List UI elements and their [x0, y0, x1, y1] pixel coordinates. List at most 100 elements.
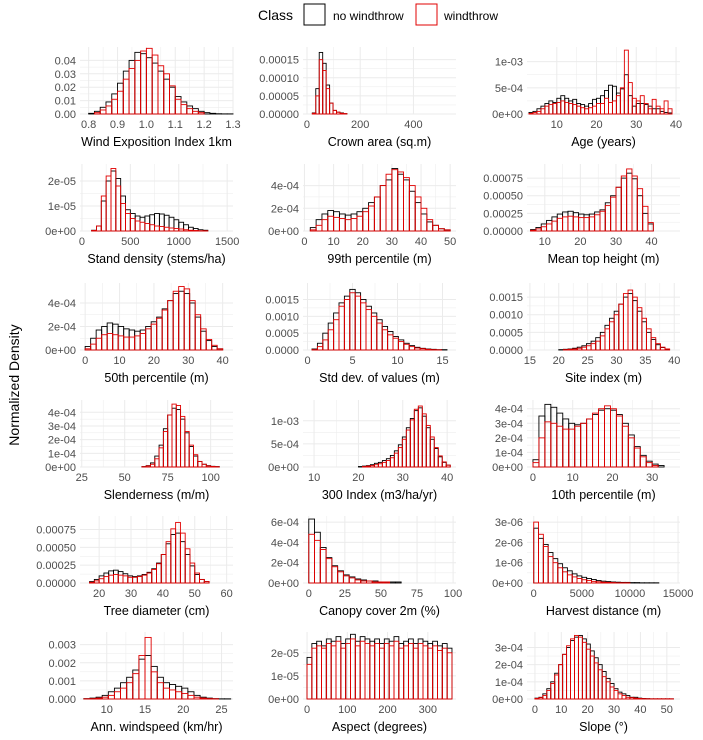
histogram-bar: [150, 463, 156, 468]
histogram-bar: [203, 581, 210, 584]
histogram-bar: [427, 643, 434, 700]
x-tick-label: 40: [668, 355, 680, 367]
histogram-bar: [359, 640, 366, 700]
histogram-bar: [163, 214, 170, 232]
histogram-bar: [588, 107, 594, 115]
histogram-bar: [421, 415, 427, 468]
x-tick-label: 15: [524, 355, 536, 367]
histogram-bar: [562, 653, 568, 700]
histogram-bar: [530, 229, 537, 232]
panel-tree-diameter-cm: 0.00000 0.00025 0.00050 0.00075 20 30 40 50 60 Tr…: [36, 516, 233, 618]
histogram-bar: [128, 336, 136, 351]
histogram-bar: [645, 460, 653, 468]
histogram-bar: [144, 655, 152, 700]
histogram-bar: [426, 221, 434, 232]
histogram-bar: [165, 543, 172, 584]
histogram-bar: [432, 645, 438, 700]
histogram-bar: [193, 454, 199, 468]
histogram-bar: [383, 638, 390, 700]
histogram-bar: [129, 218, 136, 232]
histogram-bar: [631, 175, 638, 232]
histogram-bar: [134, 51, 142, 115]
histogram-bar: [599, 335, 606, 351]
series-windthrow: [532, 405, 659, 468]
histogram-bar: [598, 409, 605, 468]
histogram-bar: [414, 347, 421, 351]
histogram-bar: [580, 107, 586, 115]
histogram-bar: [145, 465, 151, 468]
histogram-bar: [354, 645, 361, 700]
histogram-bar: [413, 408, 419, 468]
x-tick-label: 20: [553, 355, 565, 367]
histogram-bar: [590, 340, 597, 351]
histogram-bar: [333, 319, 340, 351]
histogram-bar: [309, 227, 317, 232]
histogram-bar: [600, 581, 607, 584]
histogram-bar: [567, 215, 574, 232]
histogram-bar: [211, 344, 218, 351]
series-windthrow: [361, 405, 451, 468]
histogram-bar: [197, 461, 203, 468]
x-tick-label: 20: [93, 588, 105, 600]
x-tick-label: 0: [304, 119, 310, 131]
panel-std-dev-of-values-m: 0.0000 0.0005 0.0010 0.0015 0 5 10 15 Std dev. o…: [265, 283, 456, 385]
series-windthrow: [311, 59, 348, 115]
y-tick-label: 4e-04: [48, 298, 76, 310]
histogram-bar: [397, 444, 403, 468]
histogram-bar: [412, 647, 419, 700]
histogram-bar: [422, 645, 429, 700]
histogram-bar: [319, 547, 327, 584]
histogram-bar: [93, 112, 101, 115]
histogram-bar: [388, 640, 395, 700]
histogram-bar: [425, 424, 431, 468]
histogram-bar: [132, 669, 140, 700]
histogram-bar: [438, 228, 445, 232]
histogram-bar: [338, 305, 345, 351]
histogram-bar: [150, 671, 158, 700]
histogram-bar: [651, 98, 657, 115]
histogram-bar: [127, 576, 134, 584]
x-axis-label: 300 Index (m3/ha/yr): [322, 488, 437, 502]
histogram-bar: [618, 303, 624, 351]
histogram-bar: [154, 213, 160, 232]
histogram-bar: [366, 580, 373, 584]
panel-mean-top-height-m: 0.00000 0.00025 0.00050 0.00075 10 20 30 40 Mean…: [483, 164, 680, 266]
histogram-bar: [167, 414, 173, 468]
histogram-bar: [393, 640, 400, 700]
histogram-bar: [403, 343, 410, 351]
histogram-bar: [385, 179, 393, 232]
panel-99th-percentile-m: 0e+00 2e-04 4e-04 0 10 20 30 40 50 99th percentil…: [268, 164, 456, 266]
histogram-bar: [615, 95, 621, 115]
histogram-bar: [432, 640, 438, 700]
y-tick-label: 0.00000: [483, 226, 523, 238]
x-tick-label: 40: [634, 704, 646, 716]
x-tick-label: 30: [386, 236, 398, 248]
histogram-bar: [562, 567, 568, 584]
histogram-bar: [398, 643, 405, 700]
x-tick-label: 10: [391, 355, 403, 367]
histogram-bar: [169, 689, 177, 700]
histogram-bar: [609, 317, 615, 351]
histogram-bar: [354, 640, 361, 700]
series-windthrow: [89, 521, 210, 584]
histogram-bar: [581, 345, 587, 351]
histogram-bar: [593, 657, 599, 700]
panel-crown-area-sq-m: 0.00000 0.00005 0.00010 0.00015 0 200 400 Crown…: [259, 47, 456, 149]
histogram-bar: [572, 216, 580, 232]
histogram-bar: [161, 308, 169, 351]
histogram-bar: [422, 640, 429, 700]
histogram-bar: [327, 210, 335, 232]
histogram-bar: [333, 211, 340, 232]
y-tick-label: 0.0015: [265, 294, 299, 306]
histogram-bar: [107, 694, 115, 700]
histogram-bar: [181, 693, 189, 700]
histogram-bar: [600, 95, 605, 115]
histogram-bar: [168, 227, 175, 232]
histogram-bar: [337, 571, 344, 584]
histogram-bar: [633, 446, 641, 468]
histogram-bar: [615, 186, 622, 232]
x-tick-label: 400: [404, 119, 422, 131]
y-tick-label: 0e+00: [45, 226, 76, 238]
series-windthrow: [309, 169, 451, 232]
x-tick-label: 30: [610, 355, 622, 367]
